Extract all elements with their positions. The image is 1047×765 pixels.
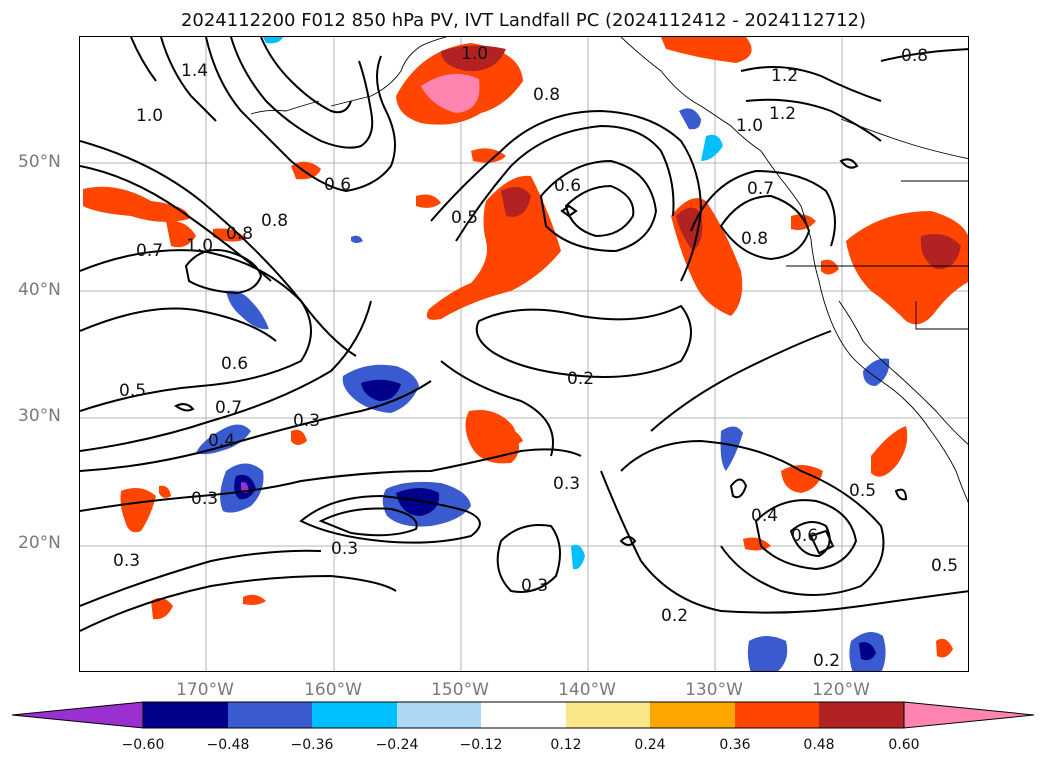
- map-svg: 0.2 0.2 0.2 0.3 0.3 0.3 0.3 0.3 0.3 0.4 …: [80, 37, 968, 671]
- contour-label: 0.3: [113, 551, 140, 571]
- colorbar-segment: [143, 702, 228, 728]
- contour-label: 1.0: [461, 44, 488, 64]
- colorbar-tick: 0.12: [550, 737, 582, 753]
- contour-label: 0.6: [221, 354, 248, 374]
- contour-label: 0.2: [567, 369, 594, 389]
- lat-label-20n: 20°N: [18, 533, 61, 553]
- contour-label: 0.8: [261, 211, 288, 231]
- colorbar-segment: [228, 702, 312, 728]
- lon-label-130w: 130°W: [685, 680, 743, 700]
- contour-label: 0.5: [119, 381, 146, 401]
- lon-label-170w: 170°W: [176, 680, 234, 700]
- gridlines: [80, 37, 968, 671]
- contour-label: 0.6: [554, 176, 581, 196]
- contour-label: 0.3: [553, 474, 580, 494]
- map-panel: 0.2 0.2 0.2 0.3 0.3 0.3 0.3 0.3 0.3 0.4 …: [79, 36, 969, 672]
- lon-label-160w: 160°W: [304, 680, 362, 700]
- contour-label: 0.5: [849, 481, 876, 501]
- colorbar-tick: 0.60: [888, 737, 920, 753]
- colorbar-tick: −0.60: [121, 737, 165, 753]
- contour-label: 0.7: [215, 398, 242, 418]
- contour-label: 1.4: [181, 61, 208, 81]
- colorbar-extend-low: [11, 701, 144, 729]
- contour-labels: 0.2 0.2 0.2 0.3 0.3 0.3 0.3 0.3 0.3 0.4 …: [113, 44, 958, 671]
- contour-label: 1.2: [771, 66, 798, 86]
- pv-positive-shading: [83, 37, 968, 658]
- contour-label: 0.4: [751, 506, 778, 526]
- map-title: 2024112200 F012 850 hPa PV, IVT Landfall…: [180, 10, 867, 31]
- contour-label: 0.2: [661, 606, 688, 626]
- contour-label: 0.8: [226, 224, 253, 244]
- contour-label: 1.0: [736, 116, 763, 136]
- coastlines: [250, 37, 968, 503]
- contour-label: 0.5: [451, 208, 478, 228]
- contour-label: 0.8: [741, 229, 768, 249]
- colorbar-segment: [481, 702, 566, 728]
- lon-label-120w: 120°W: [812, 680, 870, 700]
- colorbar-segment: [312, 702, 397, 728]
- contour-label: 0.5: [931, 556, 958, 576]
- colorbar-tick: 0.24: [634, 737, 666, 753]
- lat-label-30n: 30°N: [18, 406, 61, 426]
- colorbar: [11, 701, 1036, 733]
- contour-label: 0.3: [331, 539, 358, 559]
- colorbar-extend-high: [903, 701, 1035, 729]
- contour-label: 1.0: [186, 236, 213, 256]
- colorbar-tick: −0.24: [375, 737, 419, 753]
- lat-label-40n: 40°N: [18, 280, 61, 300]
- contour-label: 0.8: [901, 46, 928, 66]
- contour-label: 0.3: [521, 576, 548, 596]
- pv-contours: [80, 37, 968, 632]
- colorbar-segment: [735, 702, 819, 728]
- colorbar-tick: −0.48: [206, 737, 250, 753]
- lat-label-50n: 50°N: [18, 152, 61, 172]
- pv-negative-shading: [196, 37, 890, 671]
- colorbar-tick: 0.48: [803, 737, 835, 753]
- colorbar-svg: [11, 701, 1035, 729]
- lon-label-150w: 150°W: [431, 680, 489, 700]
- colorbar-segment: [650, 702, 735, 728]
- contour-label: 0.7: [136, 241, 163, 261]
- colorbar-tick: −0.12: [459, 737, 503, 753]
- colorbar-segment: [566, 702, 650, 728]
- contour-label: 0.4: [208, 431, 235, 451]
- lon-label-140w: 140°W: [558, 680, 616, 700]
- colorbar-tick: −0.36: [290, 737, 334, 753]
- contour-label: 0.7: [747, 179, 774, 199]
- contour-label: 0.3: [293, 411, 320, 431]
- contour-label: 0.6: [791, 526, 818, 546]
- contour-label: 0.3: [191, 489, 218, 509]
- contour-label: 1.2: [769, 104, 796, 124]
- colorbar-segment: [819, 702, 904, 728]
- contour-label: 0.6: [324, 175, 351, 195]
- contour-label: 1.0: [136, 106, 163, 126]
- colorbar-tick: 0.36: [719, 737, 751, 753]
- contour-label: 0.8: [533, 85, 560, 105]
- contour-label: 0.2: [813, 651, 840, 671]
- colorbar-segment: [397, 702, 481, 728]
